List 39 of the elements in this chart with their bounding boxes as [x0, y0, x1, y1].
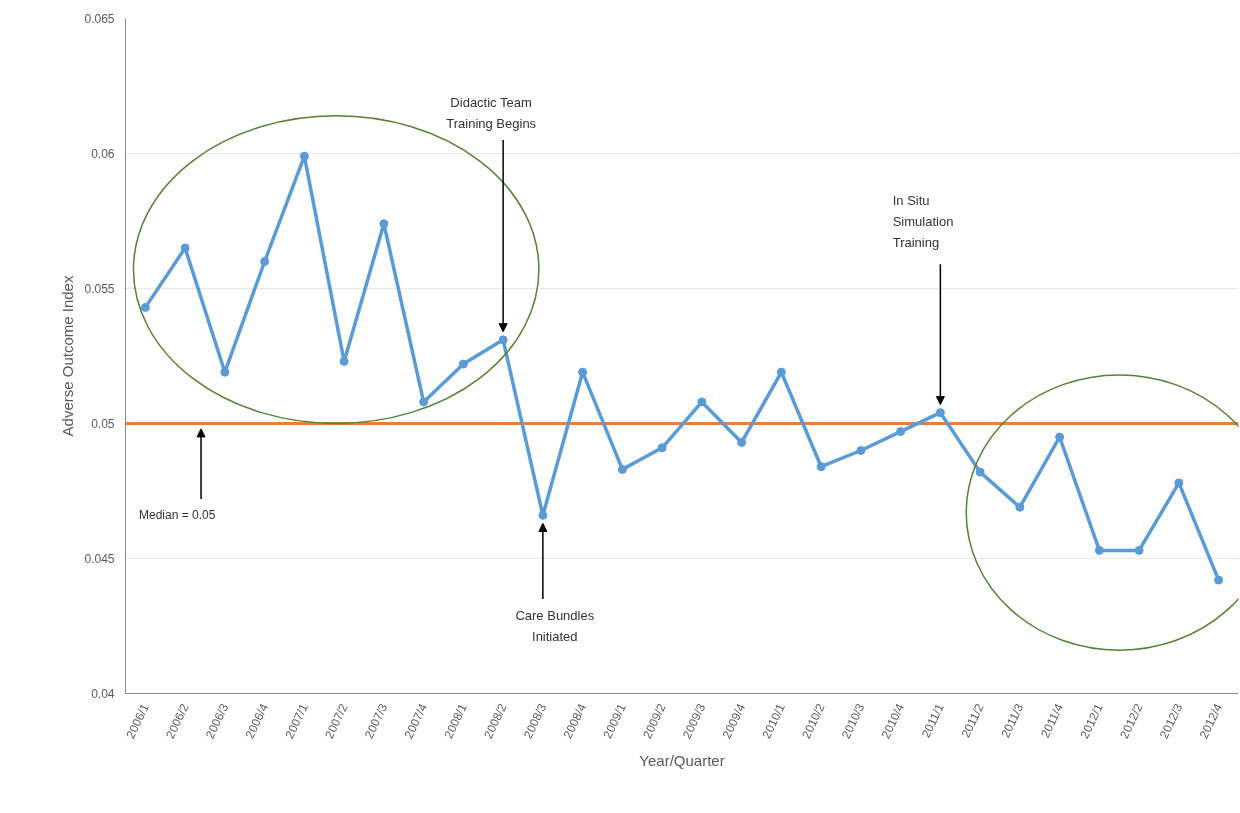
y-tick-label: 0.065: [84, 12, 115, 26]
point: [1015, 502, 1025, 512]
point: [419, 397, 429, 407]
annotation: Care Bundles Initiated: [515, 608, 595, 644]
point: [935, 408, 945, 418]
point: [1055, 432, 1065, 442]
point: [299, 151, 309, 161]
point: [1214, 575, 1224, 585]
point: [498, 335, 508, 345]
point: [578, 367, 588, 377]
y-tick-label: 0.06: [91, 147, 115, 161]
point: [180, 243, 190, 253]
annotation: In Situ Simulation Training: [892, 192, 954, 250]
point: [1094, 545, 1104, 555]
point: [896, 427, 906, 437]
point: [1174, 478, 1184, 488]
point: [260, 257, 270, 266]
point: [776, 367, 786, 377]
y-tick-label: 0.05: [91, 417, 115, 431]
point: [816, 462, 826, 472]
y-tick-label: 0.04: [91, 687, 115, 701]
x-axis-title: Year/Quarter: [639, 751, 725, 769]
point: [339, 356, 349, 366]
point: [379, 219, 389, 229]
point: [1134, 545, 1144, 555]
point: [975, 467, 985, 477]
point: [140, 302, 150, 312]
point: [657, 443, 667, 453]
point: [697, 397, 707, 407]
y-axis-title: Adverse Outcome Index: [59, 275, 77, 437]
y-tick-label: 0.045: [84, 552, 115, 566]
point: [458, 359, 468, 369]
ref-line-label: Median = 0.05: [138, 508, 216, 523]
point: [856, 446, 866, 455]
y-tick-label: 0.055: [84, 282, 115, 296]
point: [617, 464, 627, 474]
annotation: Didactic Team Training Begins: [446, 95, 537, 131]
point: [538, 510, 548, 520]
point: [737, 437, 747, 447]
